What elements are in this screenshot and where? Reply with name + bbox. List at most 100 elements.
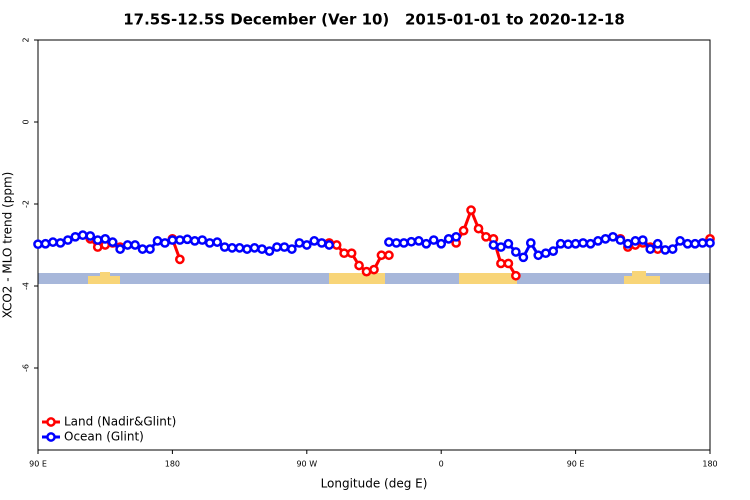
legend-label: Ocean (Glint): [64, 430, 144, 444]
data-point: [122, 240, 133, 250]
y-tick-label: 2: [22, 37, 31, 42]
legend: Land (Nadir&Glint)Ocean (Glint): [42, 415, 176, 444]
data-point: [585, 238, 596, 249]
data-point: [697, 238, 708, 248]
data-point: [458, 225, 469, 236]
x-tick-label: 90 E: [29, 460, 47, 469]
data-point: [287, 244, 297, 254]
mask-land: [100, 272, 110, 276]
data-point: [428, 235, 439, 245]
data-point: [466, 205, 476, 215]
data-point: [503, 258, 514, 269]
data-point: [645, 244, 656, 254]
data-point: [682, 238, 693, 249]
data-point: [85, 231, 96, 241]
data-point: [637, 235, 648, 245]
data-point: [294, 238, 305, 248]
chart-title: 17.5S-12.5S December (Ver 10) 2015-01-01…: [123, 11, 625, 29]
y-axis-label: XCO2 - MLO trend (ppm): [1, 172, 15, 319]
data-point: [548, 246, 559, 256]
data-point: [182, 234, 193, 245]
data-point: [555, 238, 566, 249]
data-point: [212, 237, 223, 247]
data-point: [384, 250, 394, 261]
data-point: [264, 246, 275, 256]
land-mask-strip: [38, 271, 710, 284]
data-point: [705, 238, 715, 248]
y-tick-label: -2: [22, 200, 31, 208]
data-point: [540, 248, 551, 259]
mask-land: [632, 271, 646, 276]
data-point: [301, 240, 312, 250]
x-tick-label: 90 W: [296, 460, 317, 469]
data-point: [511, 270, 521, 281]
data-point: [40, 238, 51, 249]
mask-land: [624, 276, 660, 284]
data-point: [107, 237, 118, 247]
data-point: [167, 235, 178, 245]
data-point: [481, 231, 491, 242]
data-point: [137, 244, 148, 254]
data-point: [354, 260, 364, 271]
data-point: [227, 243, 237, 253]
x-tick-label: 180: [702, 460, 717, 469]
data-point: [100, 234, 111, 244]
data-point: [399, 238, 409, 248]
data-point: [660, 245, 671, 255]
x-tick-label: 90 E: [567, 460, 585, 469]
data-point: [197, 235, 208, 245]
data-point: [70, 231, 81, 242]
data-point: [331, 240, 342, 250]
data-point: [488, 240, 499, 250]
data-point: [361, 266, 372, 277]
data-point: [496, 242, 506, 252]
data-point: [48, 237, 58, 247]
data-point: [630, 236, 641, 246]
data-point: [234, 243, 245, 253]
data-point: [473, 223, 484, 234]
legend-marker: [46, 432, 56, 442]
legend-marker: [46, 417, 56, 427]
data-point: [413, 236, 424, 246]
data-point: [533, 250, 544, 261]
data-point: [257, 244, 267, 254]
data-point: [690, 238, 700, 249]
data-point: [496, 258, 506, 269]
data-point: [391, 238, 402, 248]
data-point: [593, 236, 603, 246]
data-point: [563, 239, 573, 250]
mask-land: [459, 273, 517, 284]
data-point: [346, 248, 357, 259]
data-point: [249, 243, 260, 253]
data-point: [503, 238, 514, 249]
data-point: [189, 236, 200, 246]
mask-land: [88, 276, 120, 284]
data-point: [115, 244, 125, 254]
x-tick-label: 0: [439, 460, 444, 469]
data-point: [675, 236, 685, 246]
data-point: [623, 238, 633, 249]
data-point: [145, 244, 155, 254]
data-point: [324, 240, 335, 250]
data-point: [33, 239, 43, 250]
data-point: [279, 242, 290, 252]
data-point: [242, 244, 252, 254]
data-point: [525, 238, 536, 248]
mask-land: [329, 273, 385, 284]
legend-label: Land (Nadir&Glint): [64, 415, 176, 429]
data-point: [384, 237, 394, 247]
data-point: [55, 238, 66, 248]
data-point: [63, 235, 73, 245]
data-point: [316, 238, 327, 248]
data-point: [570, 238, 581, 249]
data-point: [511, 247, 521, 257]
data-point: [309, 236, 320, 246]
data-point: [600, 234, 611, 244]
data-point: [160, 238, 170, 248]
data-point: [175, 235, 185, 245]
data-point: [615, 235, 626, 245]
y-tick-label: -4: [22, 282, 31, 290]
data-point: [219, 242, 230, 252]
data-point: [451, 231, 461, 242]
